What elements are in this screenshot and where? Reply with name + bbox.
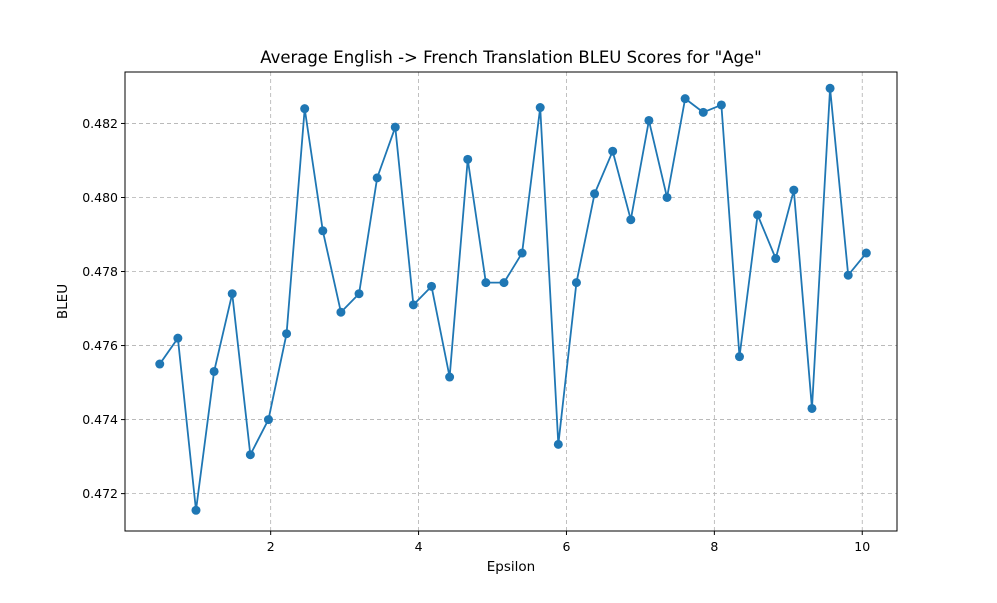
data-point	[662, 192, 672, 202]
x-tick-label: 2	[267, 539, 275, 554]
x-tick-label: 6	[562, 539, 570, 554]
data-point	[209, 366, 219, 376]
data-point	[173, 333, 183, 343]
y-tick-label: 0.476	[82, 338, 118, 353]
data-point	[825, 83, 835, 93]
y-tick-label: 0.474	[82, 412, 118, 427]
data-point	[608, 146, 618, 156]
y-tick-label: 0.478	[82, 264, 118, 279]
data-point	[354, 289, 364, 299]
data-point	[590, 189, 600, 199]
data-point	[336, 307, 346, 317]
tick-layer: 2 4 6 8 10 0.472 0.474 0.476 0.478 0.480 0.482	[82, 116, 870, 554]
x-tick-label: 4	[415, 539, 423, 554]
data-point	[626, 215, 636, 225]
data-point	[390, 122, 400, 132]
y-tick-label: 0.480	[82, 190, 118, 205]
data-point	[571, 278, 581, 288]
data-point	[517, 248, 527, 258]
data-point	[861, 248, 871, 258]
data-point	[318, 226, 328, 236]
data-point	[191, 505, 201, 515]
y-axis-label: BLEU	[55, 284, 71, 319]
x-axis-label: Epsilon	[487, 559, 535, 575]
data-point	[680, 94, 690, 104]
x-tick-label: 10	[854, 539, 870, 554]
data-point	[807, 403, 817, 413]
data-point	[789, 185, 799, 195]
data-point	[753, 210, 763, 220]
data-point	[263, 415, 273, 425]
chart-title: Average English -> French Translation BL…	[260, 48, 761, 67]
y-tick-label: 0.482	[82, 116, 118, 131]
series-layer	[155, 83, 871, 515]
data-point	[227, 289, 237, 299]
data-point	[535, 103, 545, 113]
data-point	[463, 154, 473, 164]
data-point	[300, 104, 310, 114]
data-point	[282, 329, 292, 339]
data-point	[445, 372, 455, 382]
data-point	[499, 278, 509, 288]
data-point	[734, 352, 744, 362]
data-point	[843, 270, 853, 280]
data-point	[408, 300, 418, 310]
data-point	[771, 254, 781, 264]
y-tick-label: 0.472	[82, 486, 118, 501]
data-point	[644, 115, 654, 125]
data-point	[245, 450, 255, 460]
data-point	[553, 439, 563, 449]
data-point	[427, 281, 437, 291]
data-point	[372, 173, 382, 183]
plot-frame	[124, 71, 898, 532]
data-point	[155, 359, 165, 369]
series-line	[159, 87, 868, 512]
data-point	[481, 278, 491, 288]
data-point	[698, 107, 708, 117]
data-point	[716, 100, 726, 110]
x-tick-label: 8	[710, 539, 718, 554]
